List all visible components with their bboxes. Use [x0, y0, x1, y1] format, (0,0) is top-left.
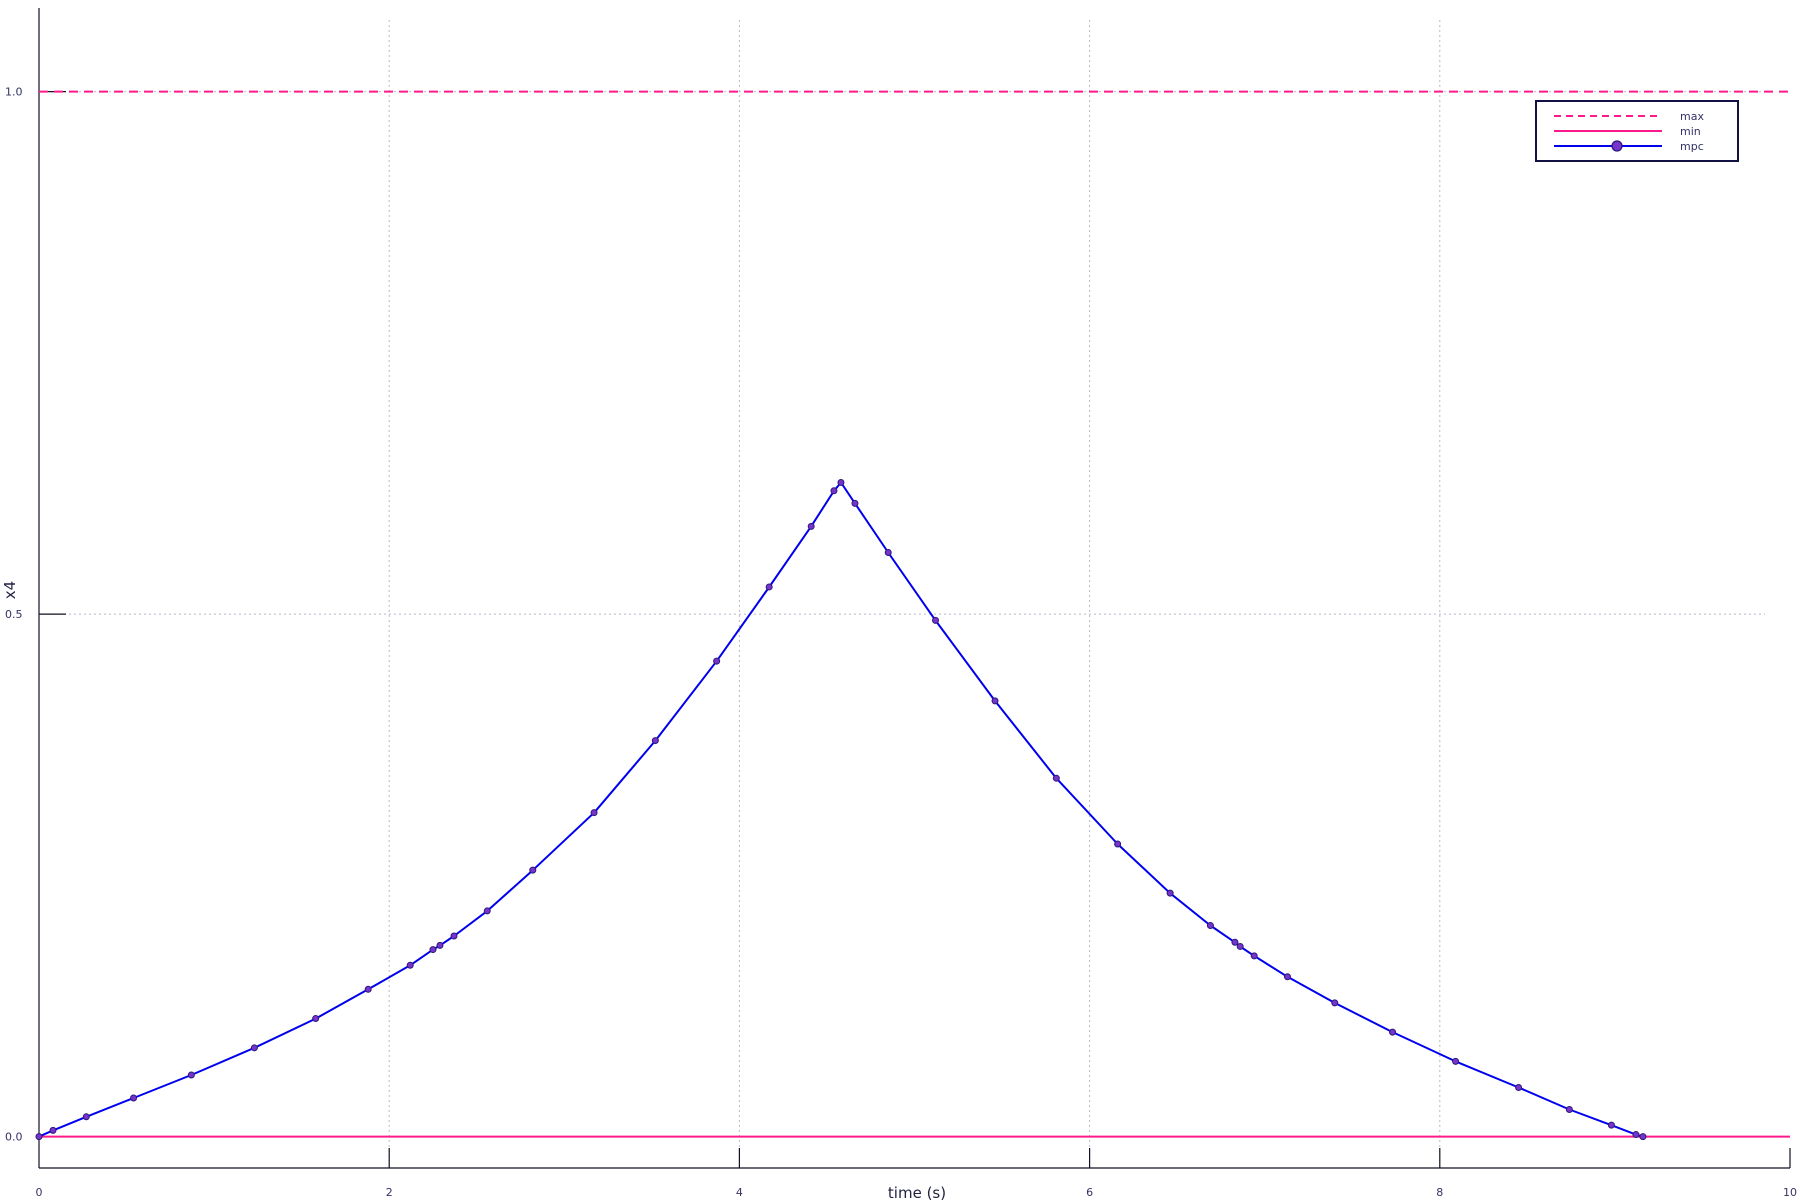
- legend-label-max: max: [1680, 110, 1704, 123]
- legend-label-mpc: mpc: [1680, 140, 1704, 153]
- data-point: [436, 941, 444, 949]
- data-point: [429, 946, 437, 954]
- data-point: [991, 697, 999, 705]
- data-point: [35, 1133, 43, 1141]
- data-point: [49, 1126, 57, 1134]
- data-point: [1632, 1131, 1640, 1139]
- series-mpc-line: [38, 481, 1644, 1138]
- data-point: [1114, 840, 1122, 848]
- data-point: [807, 522, 815, 530]
- data-point: [1515, 1084, 1523, 1092]
- data-point: [406, 961, 414, 969]
- data-point: [884, 548, 892, 556]
- data-point: [1283, 973, 1291, 981]
- y-tick-label: 0.5: [5, 608, 23, 621]
- data-point: [1231, 938, 1239, 946]
- data-point: [529, 866, 537, 874]
- data-point: [1052, 774, 1060, 782]
- data-point: [312, 1015, 320, 1023]
- x-tick-label: 10: [1783, 1186, 1797, 1199]
- data-point: [1206, 922, 1214, 930]
- data-point: [1607, 1121, 1615, 1129]
- data-point: [830, 487, 838, 495]
- data-point: [187, 1071, 195, 1079]
- data-point: [851, 499, 859, 507]
- legend-label-min: min: [1680, 125, 1701, 138]
- data-point: [483, 907, 491, 915]
- y-tick-label: 0.0: [5, 1131, 23, 1144]
- data-point: [1166, 889, 1174, 897]
- data-point: [82, 1113, 90, 1121]
- data-point: [590, 809, 598, 817]
- data-point: [1452, 1057, 1460, 1065]
- data-point: [250, 1044, 258, 1052]
- data-point: [837, 478, 845, 486]
- data-point: [651, 737, 659, 745]
- x-tick-label: 0: [36, 1186, 43, 1199]
- y-tick-label: 1.0: [5, 86, 23, 99]
- x-tick-label: 8: [1436, 1186, 1443, 1199]
- data-point: [932, 616, 940, 624]
- data-point: [1250, 952, 1258, 960]
- grid: [39, 20, 1765, 1168]
- x-tick-label: 2: [386, 1186, 393, 1199]
- data-point: [1565, 1105, 1573, 1113]
- data-point: [713, 657, 721, 665]
- legend-marker-mpc: [1611, 140, 1623, 152]
- x-axis-label: time (s): [888, 1184, 946, 1200]
- y-axis-label: x4: [1, 581, 19, 599]
- data-point: [1389, 1028, 1397, 1036]
- data-point: [130, 1094, 138, 1102]
- x-tick-label: 6: [1086, 1186, 1093, 1199]
- data-point: [364, 985, 372, 993]
- ticks: 0 2 4 6 8 10 0.0 0.5 1.0: [5, 86, 1797, 1199]
- legend: max min mpc: [1535, 100, 1739, 162]
- data-point: [1236, 942, 1244, 950]
- data-point: [1331, 999, 1339, 1007]
- axes: [38, 8, 1790, 1169]
- data-point: [450, 932, 458, 940]
- x-tick-label: 4: [736, 1186, 743, 1199]
- data-point: [1639, 1133, 1647, 1141]
- data-point: [765, 583, 773, 591]
- series-layer: [35, 90, 1790, 1141]
